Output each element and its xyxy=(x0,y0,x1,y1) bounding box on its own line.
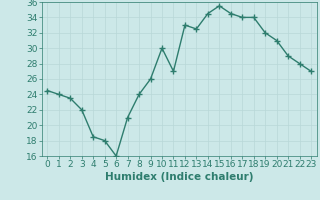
X-axis label: Humidex (Indice chaleur): Humidex (Indice chaleur) xyxy=(105,172,253,182)
